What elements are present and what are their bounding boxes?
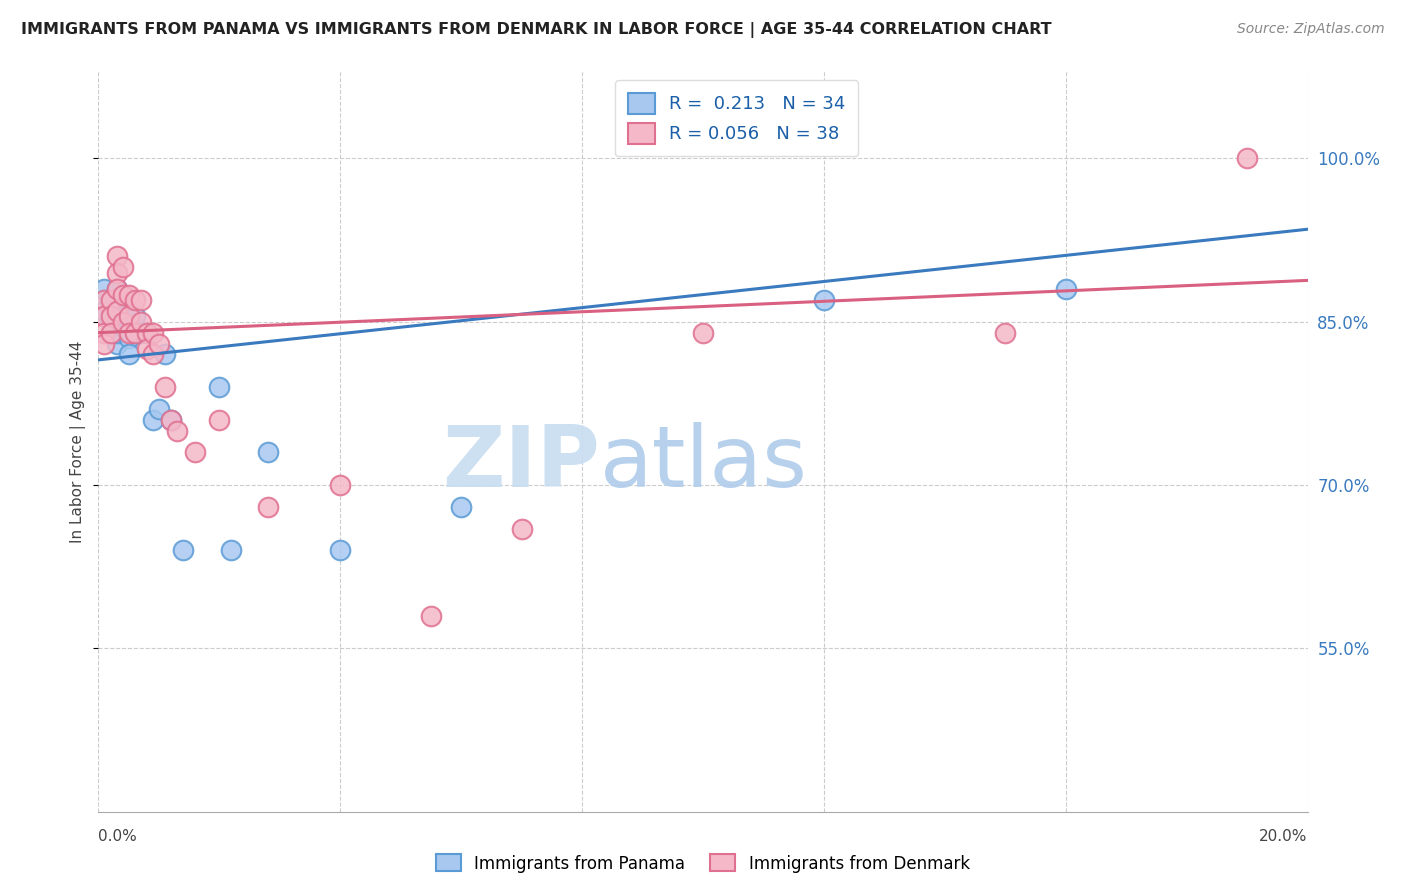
Point [329, 478, 352, 492]
Point [166, 424, 188, 438]
Point [135, 342, 157, 356]
Point [100, 315, 122, 329]
Point [256, 500, 278, 514]
Point [153, 380, 176, 394]
Point [111, 315, 134, 329]
Point [148, 401, 170, 416]
Point [142, 413, 165, 427]
Point [105, 282, 128, 296]
Point [100, 293, 122, 307]
Point [93, 336, 115, 351]
Point [208, 413, 231, 427]
Point [142, 326, 165, 340]
Point [221, 543, 243, 558]
Point [142, 347, 165, 361]
Point [93, 326, 115, 340]
Point [118, 287, 141, 301]
Point [93, 293, 115, 307]
Point [93, 282, 115, 296]
Text: atlas: atlas [600, 422, 808, 505]
Point [105, 320, 128, 334]
Point [118, 347, 141, 361]
Point [813, 293, 835, 307]
Point [124, 326, 146, 340]
Point [450, 500, 472, 514]
Point [160, 413, 183, 427]
Point [129, 326, 152, 340]
Point [118, 310, 141, 324]
Point [111, 287, 134, 301]
Point [93, 310, 115, 324]
Point [148, 336, 170, 351]
Point [111, 320, 134, 334]
Text: 20.0%: 20.0% [1260, 830, 1308, 845]
Point [124, 293, 146, 307]
Point [1054, 282, 1077, 296]
Point [510, 522, 533, 536]
Point [100, 326, 122, 340]
Point [118, 326, 141, 340]
Point [129, 315, 152, 329]
Point [994, 326, 1017, 340]
Point [118, 315, 141, 329]
Point [111, 287, 134, 301]
Point [105, 304, 128, 318]
Point [105, 304, 128, 318]
Point [692, 326, 714, 340]
Point [111, 260, 134, 275]
Point [118, 331, 141, 345]
Point [184, 445, 207, 459]
Point [124, 326, 146, 340]
Point [256, 445, 278, 459]
Point [105, 282, 128, 296]
Y-axis label: In Labor Force | Age 35-44: In Labor Force | Age 35-44 [69, 341, 86, 542]
Point [1236, 152, 1258, 166]
Point [100, 326, 122, 340]
Legend: R =  0.213   N = 34, R = 0.056   N = 38: R = 0.213 N = 34, R = 0.056 N = 38 [616, 80, 859, 156]
Point [208, 380, 231, 394]
Point [329, 543, 352, 558]
Point [111, 310, 134, 324]
Point [105, 336, 128, 351]
Point [105, 266, 128, 280]
Point [420, 608, 443, 623]
Text: 0.0%: 0.0% [98, 830, 138, 845]
Text: Source: ZipAtlas.com: Source: ZipAtlas.com [1237, 22, 1385, 37]
Point [100, 304, 122, 318]
Legend: Immigrants from Panama, Immigrants from Denmark: Immigrants from Panama, Immigrants from … [429, 847, 977, 880]
Point [135, 326, 157, 340]
Point [93, 293, 115, 307]
Text: ZIP: ZIP [443, 422, 600, 505]
Point [135, 326, 157, 340]
Point [129, 293, 152, 307]
Point [160, 413, 183, 427]
Point [100, 310, 122, 324]
Point [124, 310, 146, 324]
Point [105, 326, 128, 340]
Text: IMMIGRANTS FROM PANAMA VS IMMIGRANTS FROM DENMARK IN LABOR FORCE | AGE 35-44 COR: IMMIGRANTS FROM PANAMA VS IMMIGRANTS FRO… [21, 22, 1052, 38]
Point [100, 293, 122, 307]
Point [105, 250, 128, 264]
Point [172, 543, 194, 558]
Point [93, 304, 115, 318]
Point [153, 347, 176, 361]
